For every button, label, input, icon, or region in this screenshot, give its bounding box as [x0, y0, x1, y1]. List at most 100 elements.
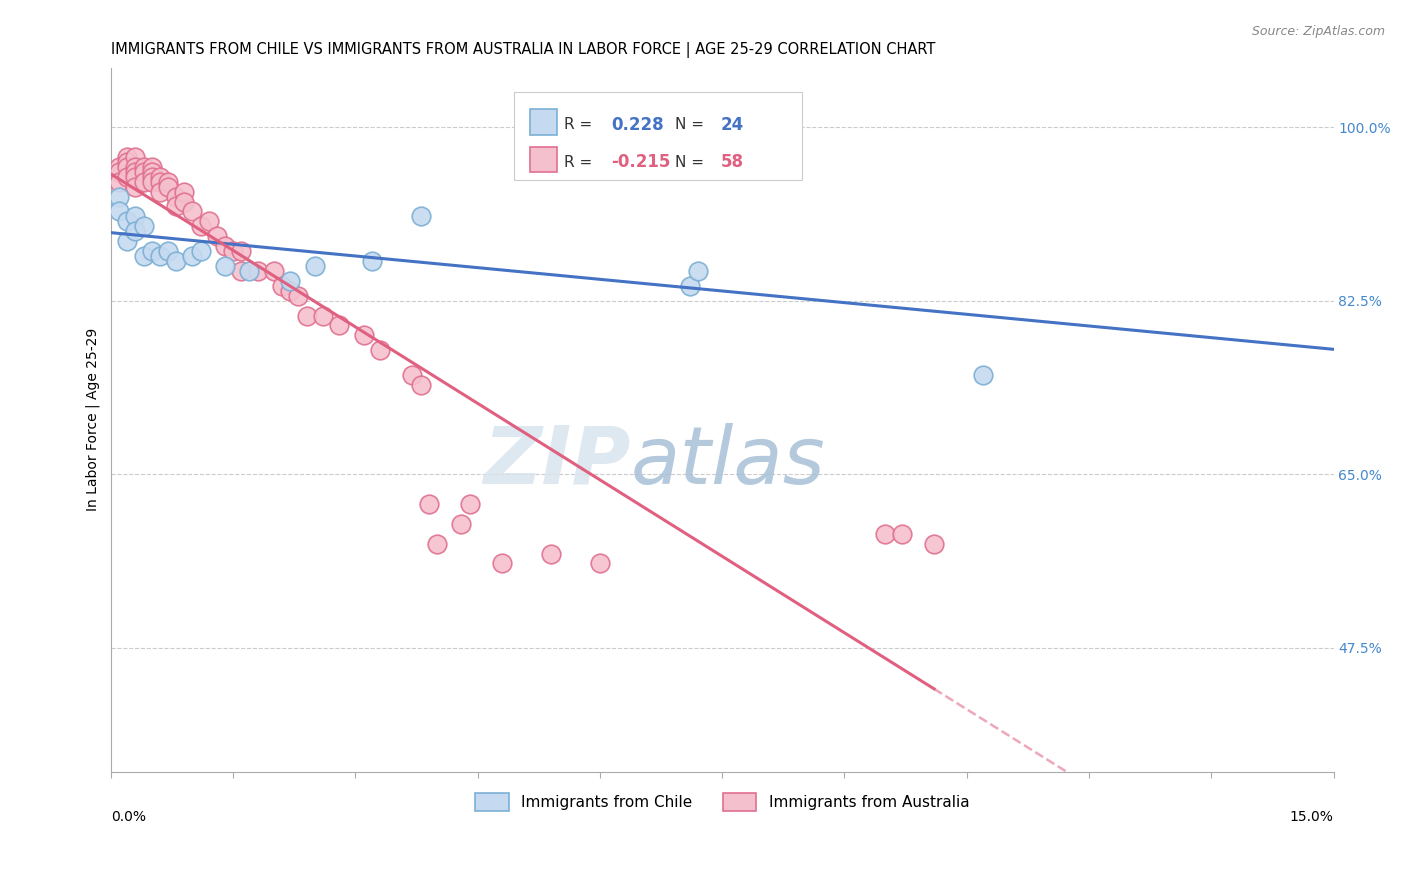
- Point: [295, 309, 318, 323]
- Point: [418, 497, 440, 511]
- Point: [409, 210, 432, 224]
- Point: [181, 249, 204, 263]
- Point: [686, 264, 709, 278]
- Y-axis label: In Labor Force | Age 25-29: In Labor Force | Age 25-29: [86, 328, 100, 511]
- Point: [531, 160, 554, 174]
- Point: [173, 185, 195, 199]
- Point: [353, 328, 375, 343]
- Point: [141, 175, 163, 189]
- FancyBboxPatch shape: [515, 92, 801, 180]
- Text: N =: N =: [675, 154, 709, 169]
- Point: [540, 547, 562, 561]
- Point: [360, 254, 382, 268]
- Text: N =: N =: [675, 118, 709, 132]
- Text: -0.215: -0.215: [612, 153, 671, 171]
- Point: [368, 343, 391, 358]
- Point: [278, 274, 301, 288]
- Point: [149, 169, 172, 184]
- Point: [124, 210, 146, 224]
- Point: [197, 214, 219, 228]
- Point: [271, 278, 294, 293]
- Point: [165, 189, 187, 203]
- Text: 15.0%: 15.0%: [1289, 811, 1333, 824]
- Point: [156, 175, 179, 189]
- Point: [890, 526, 912, 541]
- Point: [108, 160, 131, 174]
- Point: [108, 189, 131, 203]
- Point: [141, 165, 163, 179]
- Point: [115, 169, 138, 184]
- FancyBboxPatch shape: [530, 110, 557, 135]
- Point: [124, 150, 146, 164]
- Text: IMMIGRANTS FROM CHILE VS IMMIGRANTS FROM AUSTRALIA IN LABOR FORCE | AGE 25-29 CO: IMMIGRANTS FROM CHILE VS IMMIGRANTS FROM…: [111, 42, 935, 58]
- Point: [450, 516, 472, 531]
- Point: [115, 154, 138, 169]
- Text: 58: 58: [721, 153, 744, 171]
- Point: [312, 309, 335, 323]
- Point: [132, 165, 155, 179]
- Point: [328, 318, 350, 333]
- Point: [238, 264, 260, 278]
- Point: [156, 179, 179, 194]
- Point: [678, 278, 700, 293]
- Point: [491, 557, 513, 571]
- Point: [190, 244, 212, 259]
- Point: [287, 289, 309, 303]
- Point: [141, 169, 163, 184]
- Point: [108, 175, 131, 189]
- Point: [401, 368, 423, 382]
- Point: [115, 160, 138, 174]
- Text: R =: R =: [564, 154, 598, 169]
- Point: [132, 219, 155, 234]
- Point: [149, 185, 172, 199]
- Point: [165, 254, 187, 268]
- Point: [190, 219, 212, 234]
- Point: [124, 179, 146, 194]
- Point: [214, 239, 236, 253]
- Point: [231, 244, 253, 259]
- Point: [124, 165, 146, 179]
- Point: [115, 214, 138, 228]
- Text: R =: R =: [564, 118, 598, 132]
- Point: [149, 249, 172, 263]
- Point: [426, 536, 449, 550]
- Point: [181, 204, 204, 219]
- Point: [246, 264, 269, 278]
- Point: [149, 175, 172, 189]
- Point: [124, 224, 146, 238]
- Point: [156, 244, 179, 259]
- Point: [132, 249, 155, 263]
- Point: [165, 199, 187, 213]
- Text: Source: ZipAtlas.com: Source: ZipAtlas.com: [1251, 25, 1385, 38]
- Text: 24: 24: [721, 116, 744, 134]
- Point: [263, 264, 285, 278]
- Point: [214, 259, 236, 273]
- Point: [589, 557, 612, 571]
- Text: atlas: atlas: [630, 423, 825, 501]
- Text: 0.0%: 0.0%: [111, 811, 146, 824]
- Point: [278, 284, 301, 298]
- Point: [115, 234, 138, 248]
- Point: [222, 244, 245, 259]
- Point: [875, 526, 897, 541]
- Point: [972, 368, 994, 382]
- Legend: Immigrants from Chile, Immigrants from Australia: Immigrants from Chile, Immigrants from A…: [470, 787, 976, 817]
- Text: 0.228: 0.228: [612, 116, 664, 134]
- Point: [458, 497, 481, 511]
- Point: [205, 229, 228, 244]
- Point: [922, 536, 945, 550]
- Point: [304, 259, 326, 273]
- Point: [115, 150, 138, 164]
- Point: [108, 165, 131, 179]
- Point: [141, 244, 163, 259]
- Point: [173, 194, 195, 209]
- Point: [141, 160, 163, 174]
- Point: [124, 169, 146, 184]
- Text: ZIP: ZIP: [484, 423, 630, 501]
- Point: [132, 175, 155, 189]
- Point: [409, 378, 432, 392]
- Point: [108, 204, 131, 219]
- Point: [231, 264, 253, 278]
- Point: [124, 160, 146, 174]
- Point: [132, 160, 155, 174]
